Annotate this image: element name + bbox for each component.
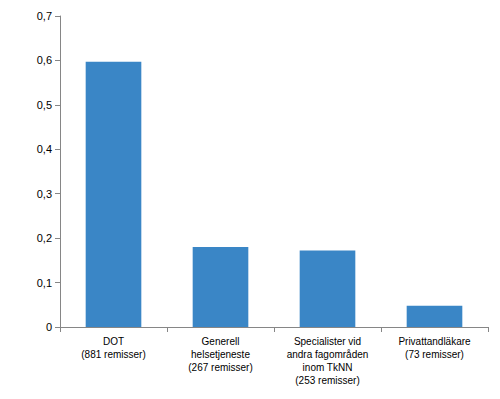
svg-text:0,2: 0,2 bbox=[37, 232, 52, 244]
svg-text:DOT: DOT bbox=[103, 336, 124, 347]
svg-text:Generell: Generell bbox=[202, 336, 240, 347]
svg-text:0,1: 0,1 bbox=[37, 277, 52, 289]
svg-text:(253 remisser): (253 remisser) bbox=[295, 375, 359, 386]
svg-text:0: 0 bbox=[46, 321, 52, 333]
svg-text:helsetjeneste: helsetjeneste bbox=[191, 349, 250, 360]
svg-text:andra fagområden: andra fagområden bbox=[287, 349, 369, 360]
svg-text:(881 remisser): (881 remisser) bbox=[81, 349, 145, 360]
svg-text:0,5: 0,5 bbox=[37, 99, 52, 111]
svg-text:Privattandläkare: Privattandläkare bbox=[398, 336, 471, 347]
svg-text:0,4: 0,4 bbox=[37, 143, 52, 155]
svg-text:0,6: 0,6 bbox=[37, 54, 52, 66]
svg-text:0,7: 0,7 bbox=[37, 10, 52, 22]
svg-text:(73 remisser): (73 remisser) bbox=[405, 349, 464, 360]
svg-text:(267 remisser): (267 remisser) bbox=[188, 362, 252, 373]
svg-text:0,3: 0,3 bbox=[37, 188, 52, 200]
svg-text:Specialister vid: Specialister vid bbox=[294, 336, 361, 347]
svg-text:inom TkNN: inom TkNN bbox=[303, 362, 353, 373]
